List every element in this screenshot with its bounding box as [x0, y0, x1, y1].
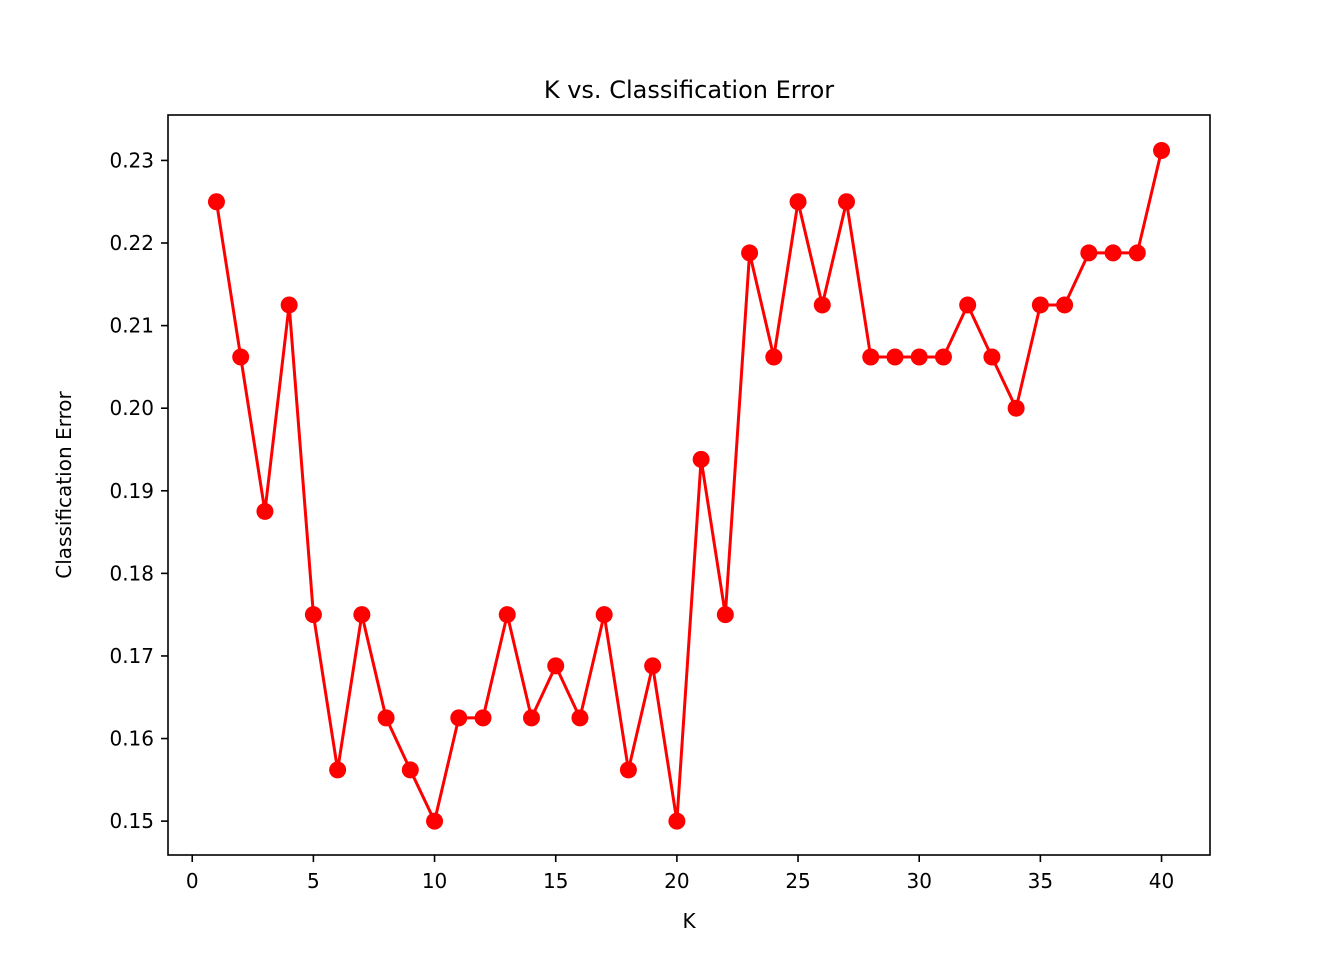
data-point: [595, 606, 613, 624]
data-point: [426, 812, 444, 830]
data-point: [1031, 296, 1049, 314]
y-tick-label: 0.18: [109, 561, 154, 585]
x-tick-label: 15: [543, 869, 568, 893]
data-point: [401, 761, 419, 779]
data-point: [765, 348, 783, 366]
data-point: [304, 606, 322, 624]
data-point: [377, 709, 395, 727]
data-point: [1104, 244, 1122, 262]
data-point: [644, 657, 662, 675]
data-point: [232, 348, 250, 366]
x-tick-label: 35: [1028, 869, 1053, 893]
y-tick-label: 0.23: [109, 148, 154, 172]
data-point: [256, 502, 274, 520]
data-point: [619, 761, 637, 779]
x-axis-label: K: [682, 909, 696, 933]
x-tick-label: 20: [664, 869, 689, 893]
data-point: [668, 812, 686, 830]
data-point: [959, 296, 977, 314]
data-point: [1007, 399, 1025, 417]
data-point: [692, 450, 710, 468]
data-point: [910, 348, 928, 366]
data-point: [450, 709, 468, 727]
data-point: [207, 193, 225, 211]
x-tick-label: 10: [422, 869, 447, 893]
x-tick-label: 5: [307, 869, 320, 893]
data-point: [1153, 142, 1171, 160]
y-tick-label: 0.17: [109, 644, 154, 668]
y-axis-label: Classification Error: [52, 391, 76, 579]
data-point: [1056, 296, 1074, 314]
data-point: [329, 761, 347, 779]
data-point: [280, 296, 298, 314]
series-line: [214, 150, 1163, 823]
data-point: [353, 606, 371, 624]
data-point: [522, 709, 540, 727]
data-point: [547, 657, 565, 675]
y-tick-label: 0.20: [109, 396, 154, 420]
y-tick-label: 0.15: [109, 809, 154, 833]
x-tick-label: 30: [906, 869, 931, 893]
data-point: [1080, 244, 1098, 262]
data-point: [498, 606, 516, 624]
plot-area: 0 5 10 15 20 25 30 35 40 0.15 0.16 0.17 0.18 0.19 0.20…: [109, 114, 1211, 893]
data-point: [838, 193, 856, 211]
chart-title: K vs. Classification Error: [544, 76, 834, 104]
y-tick-label: 0.22: [109, 231, 154, 255]
data-point: [716, 606, 734, 624]
data-point: [886, 348, 904, 366]
data-point: [789, 193, 807, 211]
x-tick-label: 40: [1149, 869, 1174, 893]
x-tick-label: 25: [785, 869, 810, 893]
y-tick-label: 0.21: [109, 314, 154, 338]
data-point: [813, 296, 831, 314]
data-point: [934, 348, 952, 366]
y-tick-label: 0.16: [109, 727, 154, 751]
data-point: [741, 244, 759, 262]
x-tick-label: 0: [186, 869, 199, 893]
axes-frame: [167, 114, 1211, 856]
data-point: [474, 709, 492, 727]
data-point: [862, 348, 880, 366]
data-point: [983, 348, 1001, 366]
data-point: [1128, 244, 1146, 262]
y-tick-label: 0.19: [109, 479, 154, 503]
data-point: [571, 709, 589, 727]
